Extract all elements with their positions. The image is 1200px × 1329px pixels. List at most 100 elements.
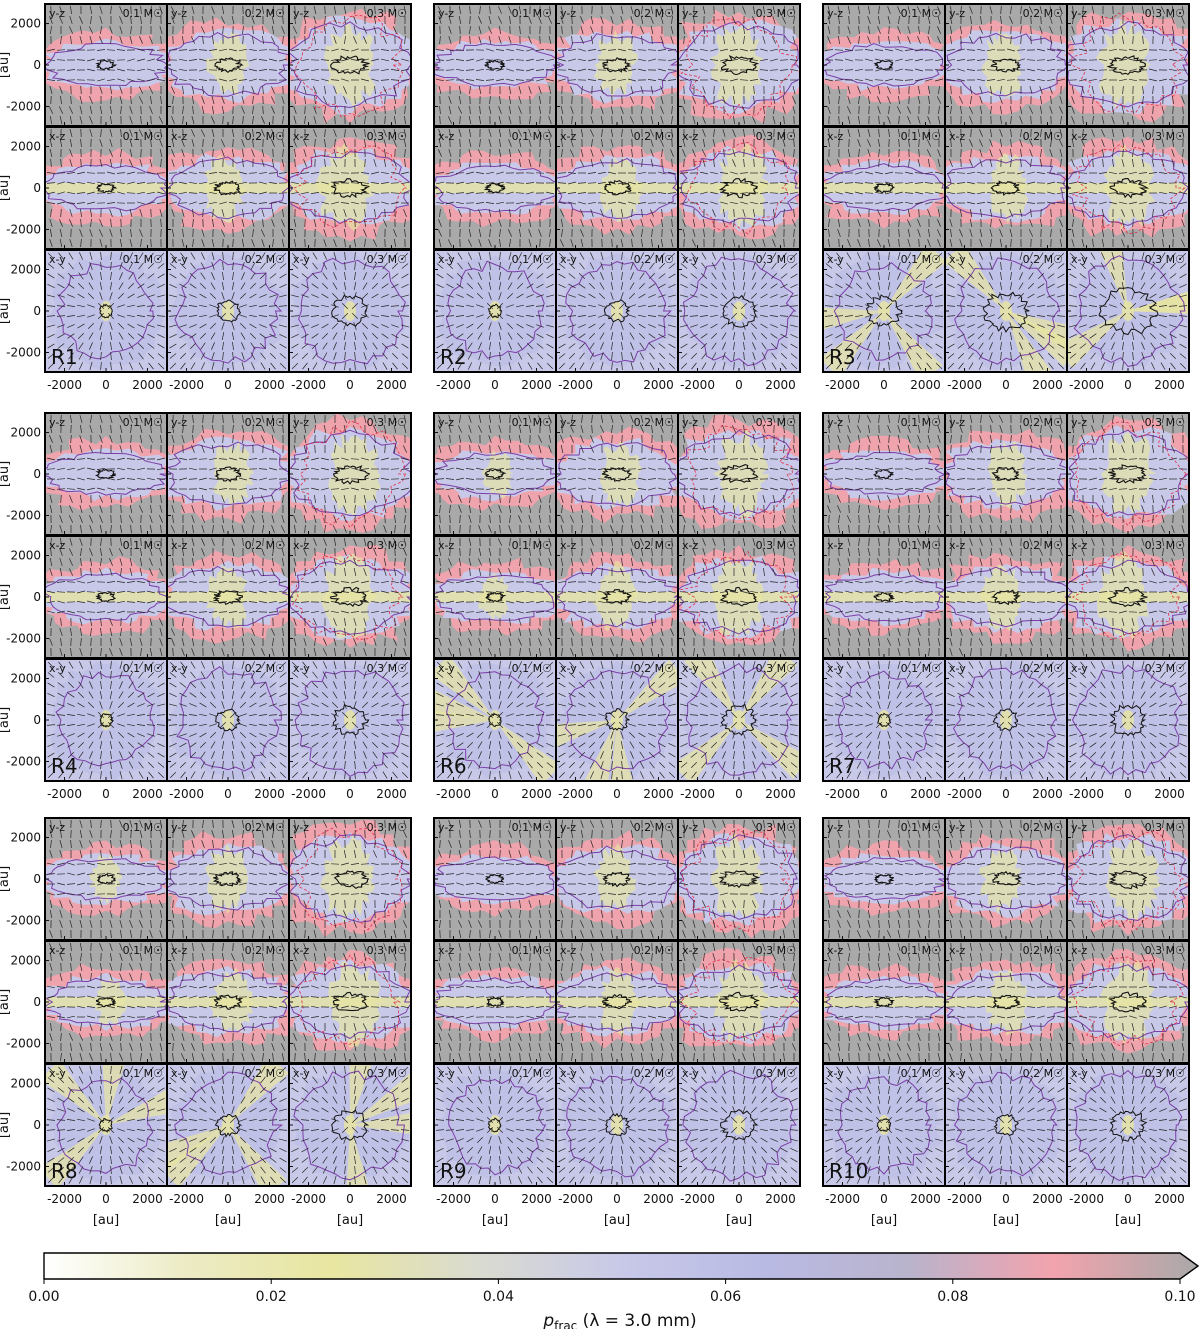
projection-label: x-z	[827, 130, 843, 143]
x-tick-label: -2000	[47, 1192, 82, 1206]
x-tick-label: 0	[735, 378, 743, 392]
panel-R7-y-z-2: y-z 0.2 M☉	[944, 412, 1068, 536]
x-tick-label: 0	[613, 787, 621, 801]
panel-R7-x-z-3: x-z 0.3 M☉	[1066, 535, 1190, 659]
projection-label: x-y	[171, 662, 188, 675]
panel-R6-y-z-2: y-z 0.2 M☉	[555, 412, 679, 536]
x-tick-label: 0	[1124, 787, 1132, 801]
projection-label: x-y	[949, 662, 966, 675]
y-tick-label: -2000	[6, 508, 41, 522]
projection-label: x-y	[682, 1067, 699, 1080]
x-axis-label: [au]	[482, 1213, 508, 1228]
projection-label: y-z	[682, 7, 698, 20]
projection-label: y-z	[827, 821, 843, 834]
projection-label: y-z	[827, 7, 843, 20]
mass-label: 0.1 M☉	[123, 944, 163, 957]
run-label-R8: R8	[51, 1159, 78, 1183]
mass-label: 0.2 M☉	[245, 7, 285, 20]
projection-label: x-z	[293, 539, 309, 552]
mass-label: 0.1 M☉	[512, 416, 552, 429]
x-tick-label: 2000	[132, 787, 163, 801]
mass-label: 0.2 M☉	[245, 662, 285, 675]
colorbar-label: pfrac (λ = 3.0 mm)	[542, 1311, 696, 1329]
panel-R7-x-y-1: x-y 0.1 M☉ R7 -2000 0 2000	[822, 658, 946, 801]
mass-label: 0.1 M☉	[512, 130, 552, 143]
projection-label: y-z	[1071, 7, 1087, 20]
projection-label: y-z	[949, 7, 965, 20]
run-label-R3: R3	[829, 345, 856, 369]
projection-label: x-z	[827, 539, 843, 552]
x-tick-label: 0	[491, 378, 499, 392]
x-tick-label: 2000	[376, 1192, 407, 1206]
x-tick-label: 0	[224, 1192, 232, 1206]
mass-label: 0.2 M☉	[245, 130, 285, 143]
projection-label: y-z	[49, 416, 65, 429]
projection-label: x-y	[1071, 662, 1088, 675]
projection-label: x-y	[560, 253, 577, 266]
panel-R2-y-z-1: y-z 0.1 M☉	[433, 3, 557, 127]
mass-label: 0.3 M☉	[1145, 944, 1185, 957]
projection-label: x-z	[49, 944, 65, 957]
mass-label: 0.1 M☉	[512, 821, 552, 834]
panel-R6-y-z-3: y-z 0.3 M☉	[677, 412, 801, 536]
x-axis-label: [au]	[871, 1213, 897, 1228]
x-tick-label: 0	[613, 378, 621, 392]
x-tick-label: 0	[1124, 1192, 1132, 1206]
colorbar-tick-label: 0.06	[710, 1289, 741, 1305]
projection-label: y-z	[560, 821, 576, 834]
x-tick-label: 0	[491, 787, 499, 801]
y-tick-label: 2000	[10, 1077, 41, 1091]
x-tick-label: 2000	[132, 1192, 163, 1206]
x-tick-label: -2000	[825, 1192, 860, 1206]
panel-R4-x-y-2: x-y 0.2 M☉ -2000 0 2000	[166, 658, 290, 801]
y-axis-label: [au]	[0, 298, 12, 324]
mass-label: 0.3 M☉	[756, 1067, 796, 1080]
projection-label: y-z	[949, 821, 965, 834]
x-tick-label: -2000	[825, 787, 860, 801]
projection-label: x-y	[827, 662, 844, 675]
x-tick-label: 0	[1002, 1192, 1010, 1206]
projection-label: x-y	[438, 1067, 455, 1080]
y-tick-label: 0	[33, 58, 41, 72]
mass-label: 0.2 M☉	[634, 416, 674, 429]
projection-label: x-z	[1071, 944, 1087, 957]
panel-R2-y-z-2: y-z 0.2 M☉	[555, 3, 679, 127]
mass-label: 0.1 M☉	[512, 539, 552, 552]
projection-label: y-z	[438, 416, 454, 429]
projection-label: x-z	[560, 539, 576, 552]
projection-label: x-z	[438, 944, 454, 957]
panel-R8-x-z-2: x-z 0.2 M☉	[166, 940, 290, 1064]
panel-R10-y-z-3: y-z 0.3 M☉	[1066, 817, 1190, 941]
mass-label: 0.2 M☉	[634, 662, 674, 675]
projection-label: y-z	[171, 821, 187, 834]
mass-label: 0.3 M☉	[1145, 539, 1185, 552]
panel-R10-y-z-1: y-z 0.1 M☉	[822, 817, 946, 941]
y-tick-label: -2000	[6, 631, 41, 645]
panel-R6-x-y-2: x-y 0.2 M☉ -2000 0 2000	[555, 658, 679, 801]
y-tick-label: 0	[33, 181, 41, 195]
x-tick-label: -2000	[169, 378, 204, 392]
mass-label: 0.2 M☉	[634, 1067, 674, 1080]
x-tick-label: -2000	[436, 787, 471, 801]
mass-label: 0.3 M☉	[367, 662, 407, 675]
panel-R9-y-z-2: y-z 0.2 M☉	[555, 817, 679, 941]
projection-label: x-z	[949, 539, 965, 552]
x-tick-label: -2000	[47, 787, 82, 801]
panel-R2-x-y-3: x-y 0.3 M☉ -2000 0 2000	[677, 249, 801, 392]
y-tick-label: 0	[33, 304, 41, 318]
mass-label: 0.1 M☉	[123, 821, 163, 834]
x-tick-label: -2000	[1069, 378, 1104, 392]
projection-label: x-z	[827, 944, 843, 957]
projection-label: y-z	[293, 7, 309, 20]
x-tick-label: -2000	[825, 378, 860, 392]
mass-label: 0.3 M☉	[756, 821, 796, 834]
panel-R7-x-z-2: x-z 0.2 M☉	[944, 535, 1068, 659]
panel-R7-x-y-2: x-y 0.2 M☉ -2000 0 2000	[944, 658, 1068, 801]
run-label-R9: R9	[440, 1159, 467, 1183]
panel-R9-y-z-3: y-z 0.3 M☉	[677, 817, 801, 941]
x-tick-label: 2000	[1154, 378, 1185, 392]
panel-R6-x-z-3: x-z 0.3 M☉	[677, 535, 801, 659]
projection-label: y-z	[438, 7, 454, 20]
panel-R2-x-y-1: x-y 0.1 M☉ R2 -2000 0 2000	[433, 249, 557, 392]
x-tick-label: 2000	[765, 1192, 796, 1206]
